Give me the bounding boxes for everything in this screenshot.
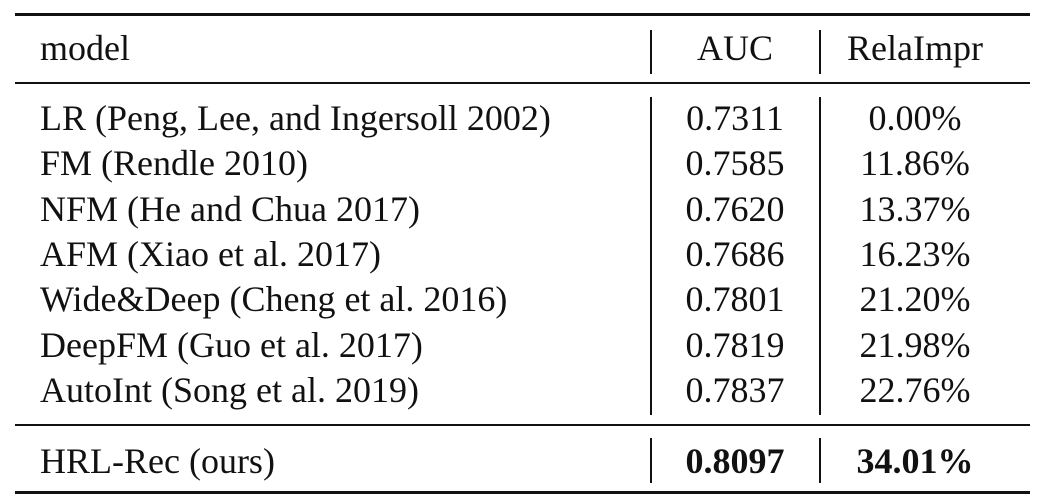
value-cell: 0.7686	[685, 233, 785, 274]
value-cell: 16.23%	[859, 233, 971, 274]
column-divider	[650, 97, 652, 415]
value-cell: 0.7801	[685, 279, 785, 320]
column-divider	[819, 438, 821, 483]
value-cell: 0.8097	[685, 441, 785, 481]
value-cell: 0.7819	[685, 324, 785, 365]
value-cell: 13.37%	[859, 188, 971, 229]
value-cell: 0.7585	[685, 143, 785, 184]
bottom-rule	[15, 491, 1030, 494]
header-cell: AUC	[696, 28, 773, 68]
column-divider	[819, 30, 821, 74]
model-cell: HRL-Rec (ours)	[40, 441, 275, 481]
model-cell: LR (Peng, Lee, and Ingersoll 2002)	[40, 98, 551, 138]
value-cell: 21.20%	[859, 279, 971, 320]
value-cell: 0.7620	[685, 188, 785, 229]
model-cell: DeepFM (Guo et al. 2017)	[40, 324, 423, 365]
model-cell: NFM (He and Chua 2017)	[40, 188, 420, 229]
value-cell: 22.76%	[859, 369, 971, 410]
top-rule	[15, 13, 1030, 16]
header-rule	[15, 82, 1030, 84]
value-cell: 34.01%	[856, 441, 974, 481]
value-cell: 11.86%	[860, 143, 970, 184]
column-divider	[819, 97, 821, 415]
model-cell: Wide&Deep (Cheng et al. 2016)	[40, 279, 508, 320]
value-cell: 0.7311	[686, 98, 784, 138]
value-cell: 21.98%	[859, 324, 971, 365]
header-cell: RelaImpr	[847, 28, 983, 68]
value-cell: 0.00%	[868, 98, 962, 138]
footer-rule	[15, 424, 1030, 426]
header-cell: model	[40, 28, 130, 68]
model-cell: FM (Rendle 2010)	[40, 143, 308, 184]
model-cell: AutoInt (Song et al. 2019)	[40, 369, 419, 410]
column-divider	[650, 30, 652, 74]
column-divider	[650, 438, 652, 483]
value-cell: 0.7837	[685, 369, 785, 410]
model-cell: AFM (Xiao et al. 2017)	[40, 233, 381, 274]
